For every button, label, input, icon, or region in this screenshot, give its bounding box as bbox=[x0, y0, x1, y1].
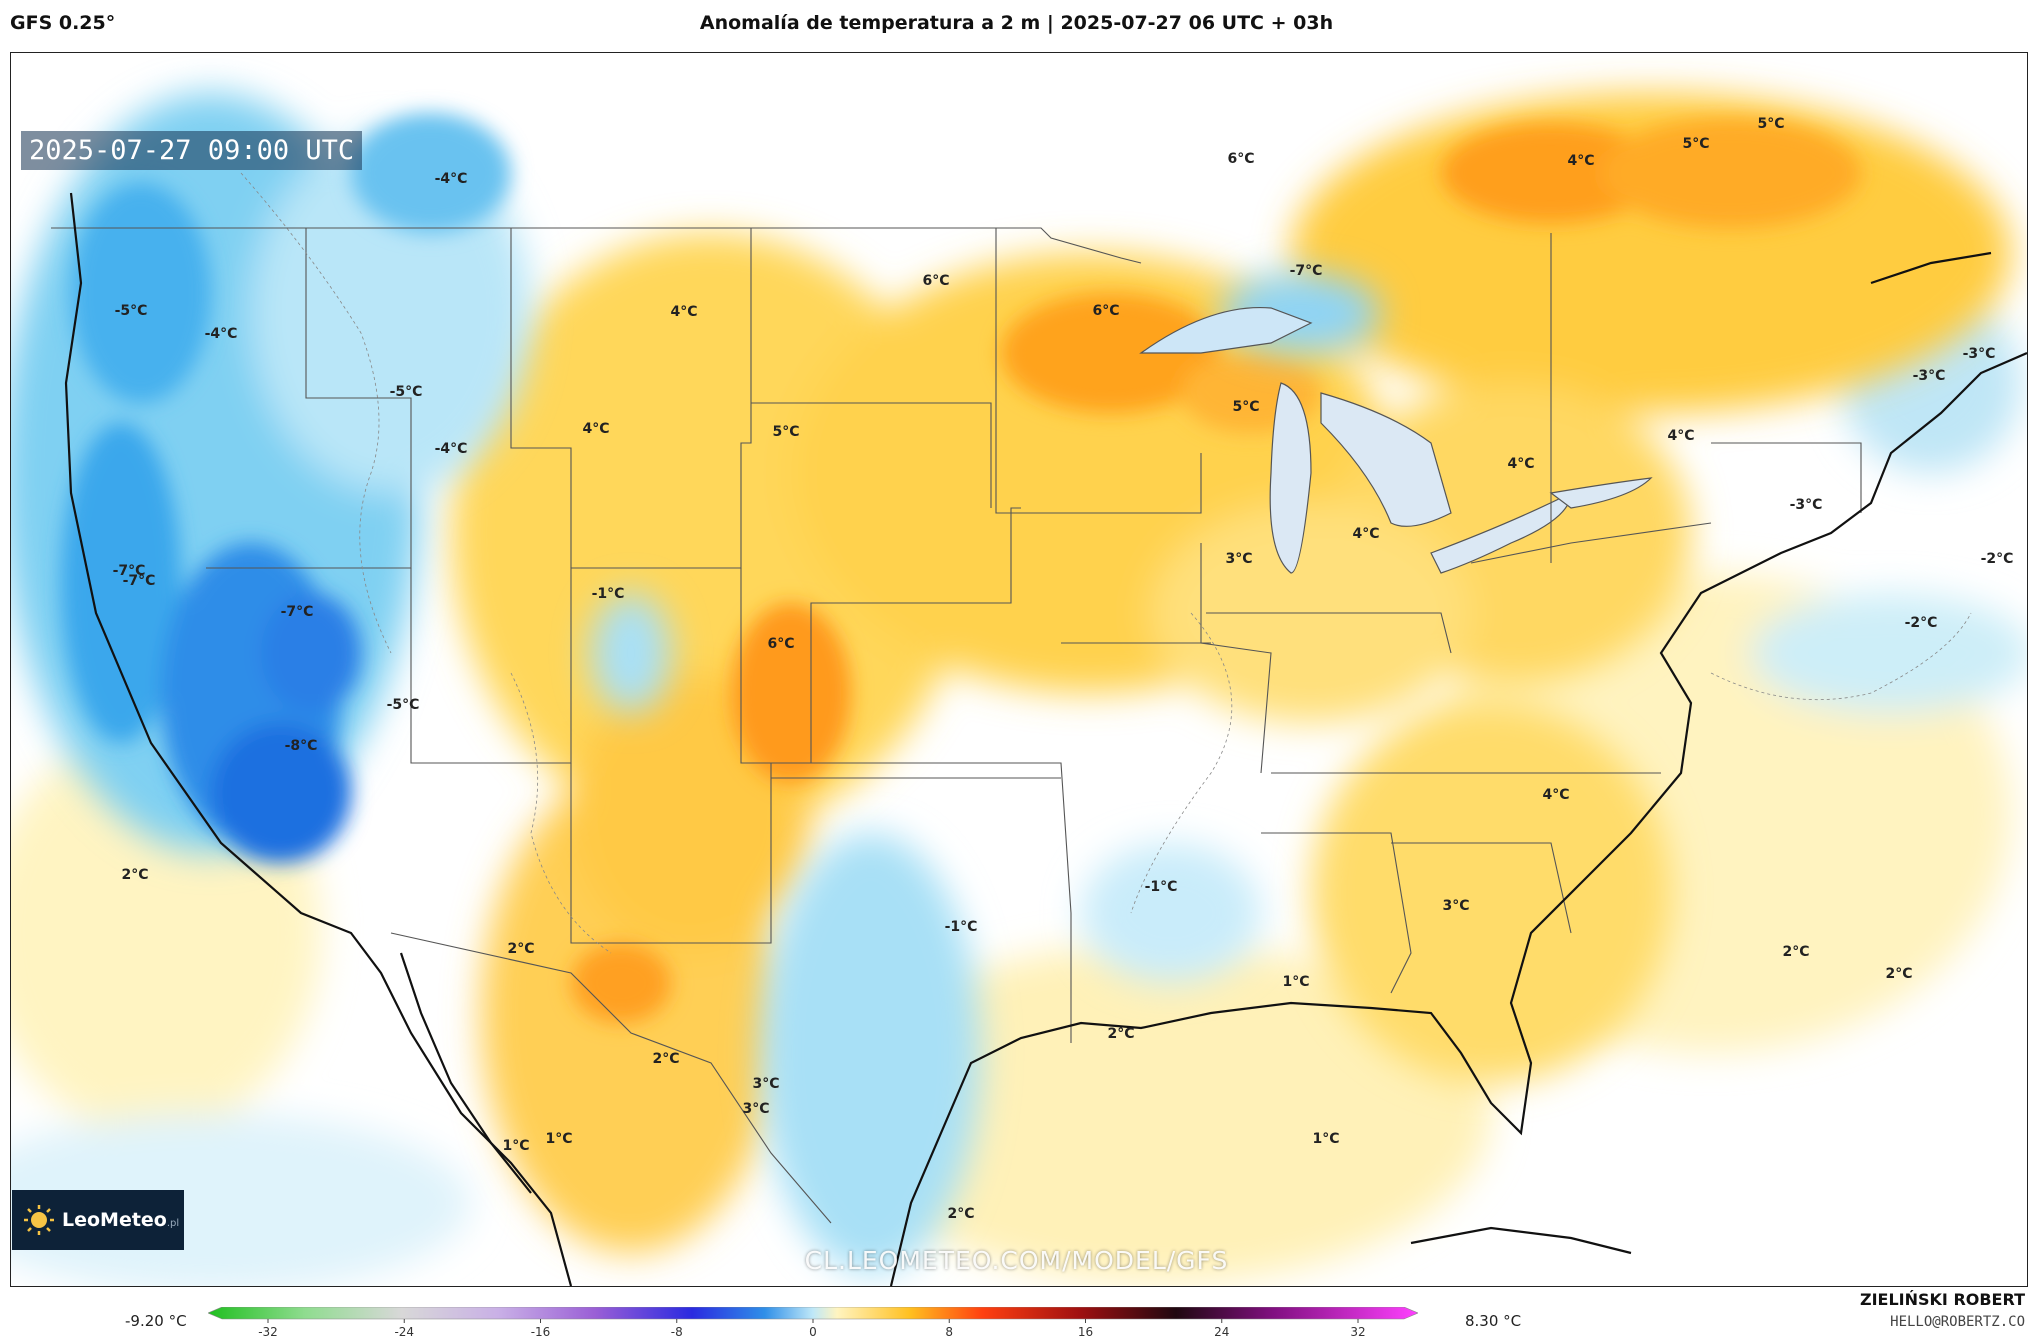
colorbar-tick-label: 16 bbox=[1078, 1325, 1093, 1339]
map-canvas: -4°C-5°C-4°C-5°C-4°C-7°C-7°C-7°C-8°C-5°C… bbox=[11, 53, 2027, 1286]
temperature-label: -7°C bbox=[281, 604, 314, 620]
temperature-label: -2°C bbox=[1981, 551, 2014, 567]
temperature-label: 4°C bbox=[1542, 787, 1569, 803]
temperature-label: 2°C bbox=[947, 1206, 974, 1222]
temperature-label: 5°C bbox=[1682, 136, 1709, 152]
temperature-label: -3°C bbox=[1913, 368, 1946, 384]
colorbar-min-label: -9.20 °C bbox=[125, 1312, 187, 1330]
temperature-label: -4°C bbox=[205, 326, 238, 342]
temperature-label: 1°C bbox=[545, 1131, 572, 1147]
temperature-label: 6°C bbox=[767, 636, 794, 652]
temperature-label: 5°C bbox=[1757, 116, 1784, 132]
temperature-label: 4°C bbox=[1567, 153, 1594, 169]
temperature-anomaly-map: -4°C -5°C -4°C -5°C -4°C -7°C -7°C -7°C -8°C -5°C… bbox=[10, 52, 2028, 1287]
temperature-label: 5°C bbox=[772, 424, 799, 440]
temperature-label: 6°C bbox=[922, 273, 949, 289]
temperature-label: 2°C bbox=[1107, 1026, 1134, 1042]
colorbar-ramp bbox=[208, 1307, 1418, 1320]
map-title: Anomalía de temperatura a 2 m | 2025-07-… bbox=[699, 12, 1334, 34]
temperature-label: -1°C bbox=[1145, 879, 1178, 895]
temperature-label: 3°C bbox=[1225, 551, 1252, 567]
logo-text: LeoMeteo.pl bbox=[62, 1209, 180, 1231]
temperature-label: -3°C bbox=[1963, 346, 1996, 362]
valid-time-badge: 2025-07-27 09:00 UTC bbox=[21, 131, 363, 170]
temperature-label: -5°C bbox=[115, 303, 148, 319]
contours bbox=[240, 172, 1972, 954]
coastlines bbox=[64, 192, 2027, 1286]
colorbar-tick-label: 8 bbox=[945, 1325, 953, 1339]
temperature-labels: -4°C-5°C-4°C-5°C-4°C-7°C-7°C-7°C-8°C-5°C… bbox=[113, 116, 2014, 1222]
temperature-label: 3°C bbox=[1442, 898, 1469, 914]
colorbar-max-label: 8.30 °C bbox=[1465, 1312, 1522, 1330]
temperature-label: -7°C bbox=[113, 563, 146, 579]
model-url-watermark: CL.LEOMETEO.COM/MODEL/GFS bbox=[804, 1246, 1229, 1275]
temperature-label: 3°C bbox=[752, 1076, 779, 1092]
strong-cold-cores bbox=[61, 113, 511, 863]
temperature-label: 4°C bbox=[1507, 456, 1534, 472]
colorbar-tick-label: -24 bbox=[394, 1325, 414, 1339]
temperature-label: 5°C bbox=[1232, 399, 1259, 415]
temperature-label: 6°C bbox=[1092, 303, 1119, 319]
temperature-label: 4°C bbox=[1352, 526, 1379, 542]
temperature-label: 4°C bbox=[1667, 428, 1694, 444]
temperature-label: 2°C bbox=[1782, 944, 1809, 960]
temperature-label: -1°C bbox=[592, 586, 625, 602]
temperature-label: 3°C bbox=[742, 1101, 769, 1117]
temperature-label: -8°C bbox=[285, 738, 318, 754]
temperature-label: 1°C bbox=[1282, 974, 1309, 990]
temperature-label: -2°C bbox=[1905, 615, 1938, 631]
temperature-label: 1°C bbox=[502, 1138, 529, 1154]
temperature-label: -4°C bbox=[435, 441, 468, 457]
temperature-label: 1°C bbox=[1312, 1131, 1339, 1147]
temperature-label: 6°C bbox=[1227, 151, 1254, 167]
temperature-label: -1°C bbox=[945, 919, 978, 935]
temperature-label: -4°C bbox=[435, 171, 468, 187]
temperature-label: 2°C bbox=[121, 867, 148, 883]
temperature-label: 2°C bbox=[507, 941, 534, 957]
temperature-label: 4°C bbox=[582, 421, 609, 437]
colorbar-tick-label: -32 bbox=[258, 1325, 278, 1339]
temperature-label: -5°C bbox=[390, 384, 423, 400]
colorbar: -32 -24 -16 -8 0 8 16 24 32 bbox=[208, 1307, 1418, 1339]
colorbar-tick-label: 0 bbox=[809, 1325, 817, 1339]
model-name: GFS 0.25° bbox=[10, 12, 116, 34]
colorbar-tick-label: -8 bbox=[671, 1325, 683, 1339]
sun-icon bbox=[22, 1203, 56, 1237]
great-lakes bbox=[1139, 306, 1653, 574]
author-name: ZIELIŃSKI ROBERT bbox=[1859, 1290, 2025, 1309]
colorbar-ticks: -32 -24 -16 -8 0 8 16 24 32 bbox=[258, 1319, 1366, 1339]
colorbar-tick-label: 24 bbox=[1214, 1325, 1229, 1339]
colorbar-tick-label: 32 bbox=[1350, 1325, 1365, 1339]
author-email: HELLO@ROBERTZ.CO bbox=[1890, 1314, 2025, 1330]
colorbar-tick-label: -16 bbox=[531, 1325, 551, 1339]
leometeo-logo: LeoMeteo.pl bbox=[12, 1190, 184, 1250]
temperature-label: 2°C bbox=[1885, 966, 1912, 982]
temperature-label: 4°C bbox=[670, 304, 697, 320]
temperature-label: -5°C bbox=[387, 697, 420, 713]
temperature-label: 2°C bbox=[652, 1051, 679, 1067]
temperature-label: -7°C bbox=[1290, 263, 1323, 279]
temperature-label: -7°C bbox=[123, 573, 156, 589]
temperature-label: -3°C bbox=[1790, 497, 1823, 513]
political-borders bbox=[51, 227, 1862, 1224]
